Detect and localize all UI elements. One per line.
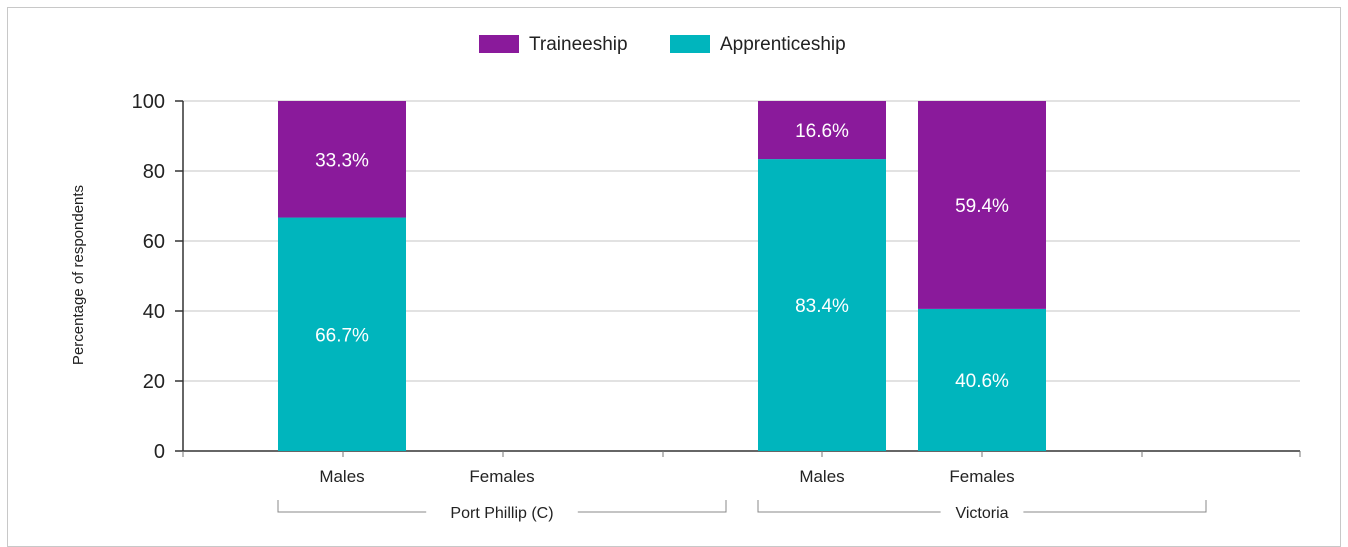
data-label: 59.4% [955, 196, 1009, 217]
legend-swatch-traineeship [479, 35, 519, 53]
group-bracket-left [757, 500, 941, 513]
group-label: Victoria [955, 505, 1008, 522]
bar-apprenticeship-females [918, 308, 1046, 451]
y-tick-label: 60 [143, 231, 165, 253]
data-label: 83.4% [795, 296, 849, 317]
category-label: Females [469, 467, 534, 486]
y-tick-label: 0 [154, 441, 165, 463]
legend-swatch-apprenticeship [670, 35, 710, 53]
group-bracket-right [1023, 500, 1207, 513]
y-tick-label: 20 [143, 371, 165, 393]
bar-apprenticeship-males [278, 217, 406, 451]
bar-traineeship-females [918, 101, 1046, 309]
axes: 0 20 40 60 80 100 [132, 91, 1301, 463]
bar-traineeship-males [278, 101, 406, 218]
y-tick-label: 100 [132, 91, 165, 113]
data-label: 40.6% [955, 371, 1009, 392]
category-label: Males [319, 467, 364, 486]
group-label: Port Phillip (C) [450, 505, 553, 522]
data-label: 66.7% [315, 325, 369, 346]
legend-label-apprenticeship: Apprenticeship [720, 34, 846, 55]
data-label: 16.6% [795, 121, 849, 142]
x-axis-labels: Males Females Port Phillip (C) Males Females… [277, 467, 1207, 522]
data-label: 33.3% [315, 150, 369, 171]
y-axis-title: Percentage of respondents [70, 185, 87, 365]
legend: Traineeship Apprenticeship [479, 34, 846, 55]
y-tick-label: 40 [143, 301, 165, 323]
category-label: Females [949, 467, 1014, 486]
group-bracket-right [577, 500, 727, 513]
bar-traineeship-males [758, 101, 886, 160]
y-tick-label: 80 [143, 161, 165, 183]
category-label: Males [799, 467, 844, 486]
bar-apprenticeship-males [758, 159, 886, 451]
group-bracket-left [277, 500, 427, 513]
bars: 66.7% 33.3% 83.4% 16.6% 40.6% 59.4% [278, 101, 1046, 451]
legend-label-traineeship: Traineeship [529, 34, 628, 55]
